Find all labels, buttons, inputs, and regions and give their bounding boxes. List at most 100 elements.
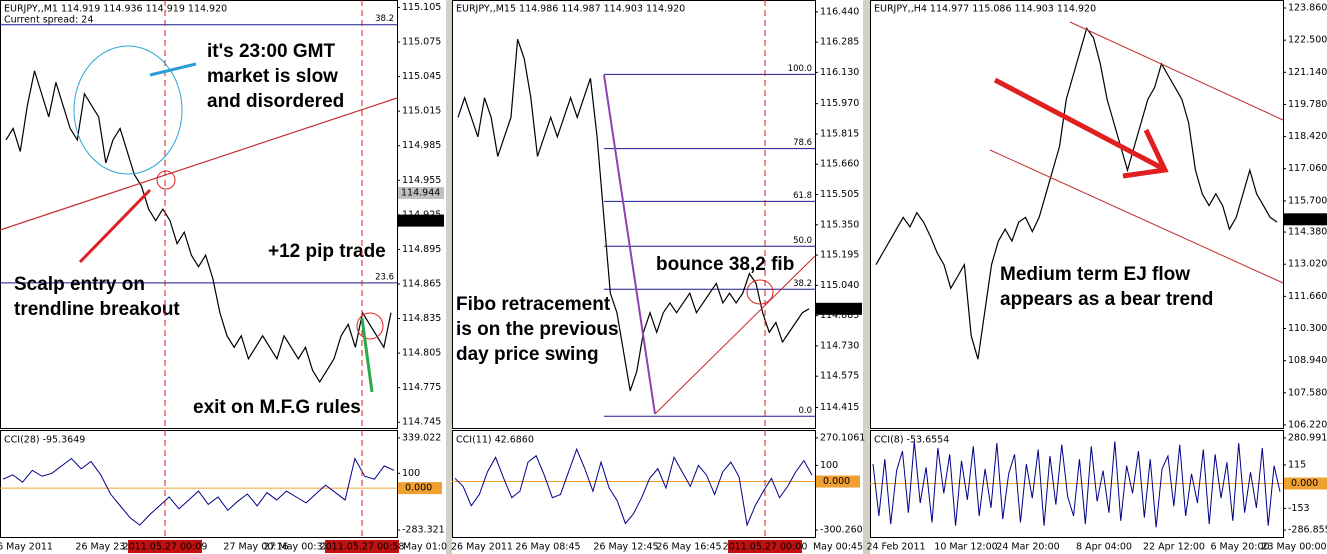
channel	[1069, 21, 1284, 121]
fib-line	[603, 74, 656, 415]
x-tick-label: 23 May 00:00	[1261, 542, 1326, 553]
y-tick-label: 115.970	[820, 98, 859, 109]
y-tick-label: 106.220	[1288, 419, 1327, 430]
pointer	[78, 188, 152, 264]
y-tick-label: 115.505	[820, 189, 859, 200]
chart-panel: EURJPY,,M15 114.986 114.987 114.903 114.…	[451, 0, 865, 553]
y-tick-label: -286.855	[1288, 525, 1327, 536]
y-tick-label: 115	[1288, 459, 1306, 470]
y-tick-label: 115.015	[402, 106, 441, 117]
y-tick-label: 116.440	[820, 6, 859, 17]
chart-panel: EURJPY,,M1 114.919 114.936 114.919 114.9…	[0, 0, 447, 553]
y-tick-label: -283.321	[402, 525, 445, 536]
price-line	[457, 38, 810, 392]
price-tag	[398, 186, 444, 199]
price-tag	[1284, 213, 1327, 226]
circle	[356, 312, 384, 340]
y-tick-label: 107.580	[1288, 387, 1327, 398]
y-tick-label: 114.745	[402, 417, 441, 428]
y-tick-label: 114.985	[402, 140, 441, 151]
price-tag-label: 114.944	[401, 187, 440, 198]
y-tick-label: 110.300	[1288, 323, 1327, 334]
price-tag-label: 114.920	[401, 215, 440, 226]
y-tick-label: 115.700	[1288, 195, 1327, 206]
annotation: Scalp entry on	[14, 274, 145, 295]
y-tick-label: 114.775	[402, 382, 441, 393]
annotation: market is slow	[207, 66, 338, 87]
y-tick-label: 116.130	[820, 67, 859, 78]
x-tick-label: 24 Mar 20:00	[996, 542, 1059, 553]
zero-tag	[1284, 477, 1327, 490]
y-tick-label: 280.9913	[1288, 432, 1327, 443]
y-tick-label: 115.105	[402, 2, 441, 13]
y-tick-label: 114.730	[820, 340, 859, 351]
x-tick-label: May 01:0	[403, 542, 447, 553]
fib-label: 0.0	[798, 406, 812, 416]
x-tick-label: 8 Apr 04:00	[1076, 542, 1132, 553]
annotation: bounce 38,2 fib	[656, 254, 794, 275]
panel	[870, 0, 1327, 554]
y-tick-label: 116.285	[820, 37, 859, 48]
price-tag	[398, 214, 444, 227]
y-tick-label: 115.075	[402, 37, 441, 48]
y-tick-label: 108.940	[1288, 355, 1327, 366]
arrow-head	[1122, 128, 1169, 179]
y-tick-label: -300.260	[820, 524, 863, 535]
y-tick-label: 119.780	[1288, 99, 1327, 110]
annotation: trendline breakout	[14, 299, 180, 320]
indicator-frame	[452, 430, 816, 538]
arrow	[993, 77, 1164, 171]
y-tick-label: 114.835	[402, 313, 441, 324]
x-tick-label: 26 May 08:45	[515, 542, 580, 553]
channel	[989, 149, 1284, 284]
y-tick-label: 114.955	[402, 175, 441, 186]
chart-title: EURJPY,,M1 114.919 114.936 114.919 114.9…	[4, 4, 227, 15]
pointer	[149, 62, 197, 77]
y-tick-label: 270.1061	[820, 432, 865, 443]
x-tick-label: 22 Apr 12:00	[1143, 542, 1205, 553]
chart-panel: EURJPY,,H4 114.977 115.086 114.903 114.9…	[866, 0, 1327, 553]
drawings	[0, 0, 1284, 538]
indicator-title: CCI(11) 42.6860	[456, 435, 534, 446]
annotation: is on the previous	[456, 319, 619, 340]
chart-title: EURJPY,,M15 114.986 114.987 114.903 114.…	[456, 4, 685, 15]
price-tag	[816, 302, 862, 315]
y-tick-label: 100	[402, 468, 420, 479]
y-tick-label: 114.895	[402, 244, 441, 255]
indicator-line	[2, 457, 395, 526]
y-tick-label: 115.045	[402, 71, 441, 82]
annotation: +12 pip trade	[268, 241, 386, 262]
price-line	[5, 70, 392, 384]
y-tick-label: 114.865	[402, 278, 441, 289]
indicator-line	[454, 447, 813, 527]
annotation: it's 23:00 GMT	[207, 41, 335, 62]
annotation: Medium term EJ flow	[1000, 264, 1190, 285]
annotation: exit on M.F.G rules	[193, 397, 361, 418]
cursor-tag	[325, 540, 399, 553]
fib-label: 23.6	[375, 272, 394, 282]
fib-label: 78.6	[793, 138, 812, 148]
pointer	[360, 317, 374, 393]
y-tick-label: 339.022	[402, 432, 441, 443]
y-tick-label: 0.000	[1291, 478, 1318, 489]
y-tick-label: 123.860	[1288, 3, 1327, 14]
y-tick-label: 114.380	[1288, 227, 1327, 238]
y-tick-label: 121.140	[1288, 67, 1327, 78]
zero-tag	[398, 482, 442, 495]
fib-label: 50.0	[793, 236, 812, 246]
y-tick-label: 0.000	[823, 476, 850, 487]
x-tick-label: 6 May 20:00	[1210, 542, 1269, 553]
x-tick-label: 26 May 16:45	[656, 542, 721, 553]
y-tick-label: 118.420	[1288, 131, 1327, 142]
circle	[746, 279, 774, 305]
x-tick-label: 26 May 2011	[451, 542, 513, 553]
y-tick-label: 115.660	[820, 159, 859, 170]
y-tick-label: 114.805	[402, 348, 441, 359]
x-tick-label: 27 May 00:32	[263, 542, 328, 553]
y-tick-label: 115.040	[820, 280, 859, 291]
fib-label: 38.2	[375, 14, 394, 24]
y-tick-label: 113.020	[1288, 259, 1327, 270]
annotation: appears as a bear trend	[1000, 289, 1213, 310]
